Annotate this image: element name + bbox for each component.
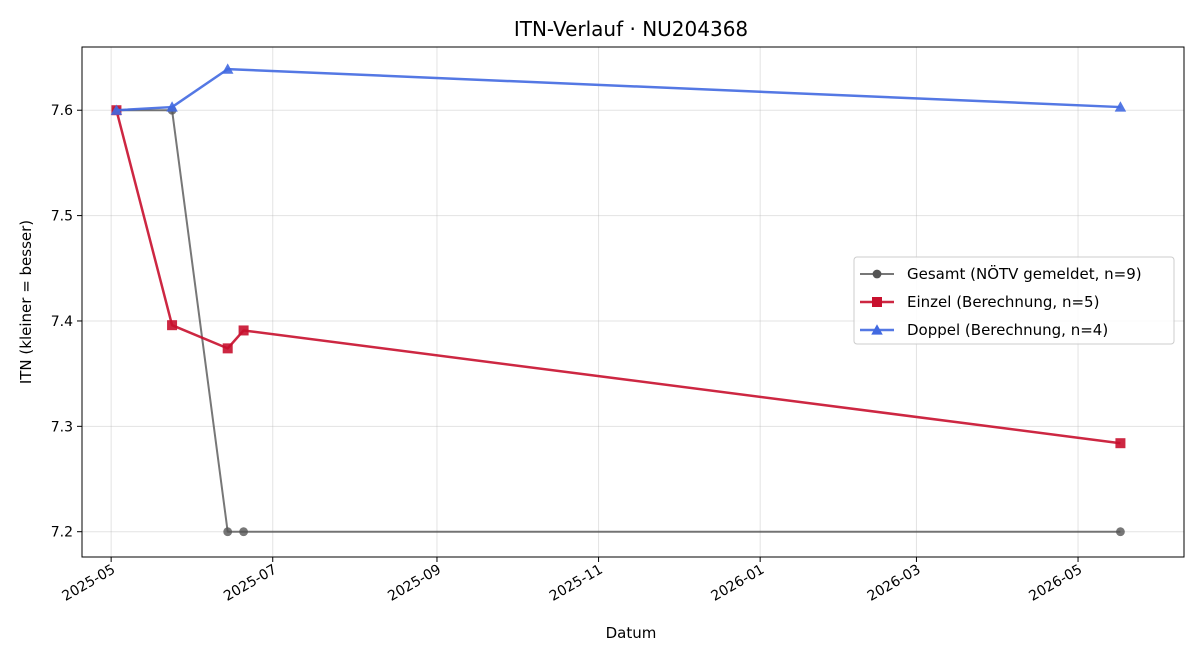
data-point [223, 527, 233, 537]
legend-label: Doppel (Berechnung, n=4) [907, 321, 1108, 339]
x-tick-label: 2025-09 [385, 562, 444, 605]
y-tick-label: 7.5 [51, 209, 73, 225]
data-point [238, 325, 249, 336]
plot-series [110, 63, 1127, 537]
y-axis-label: ITN (kleiner = besser) [17, 220, 35, 384]
x-axis-label: Datum [606, 624, 657, 642]
legend-box [853, 256, 1175, 345]
legend-label: Einzel (Berechnung, n=5) [907, 293, 1099, 311]
y-tick-label: 7.4 [51, 314, 73, 330]
y-tick-label: 7.2 [51, 525, 73, 541]
grid [82, 47, 1184, 557]
y-tick-label: 7.3 [51, 419, 73, 435]
legend-item: Einzel (Berechnung, n=5) [860, 293, 1099, 311]
data-point [221, 63, 234, 74]
x-tick-label: 2025-07 [221, 562, 280, 605]
legend-marker [872, 269, 882, 279]
x-tick-label: 2025-05 [59, 562, 118, 605]
x-tick-label: 2026-01 [708, 562, 767, 605]
x-tick-label: 2026-05 [1026, 562, 1085, 605]
data-point [222, 343, 233, 354]
x-tick-label: 2025-11 [547, 562, 606, 605]
data-point [239, 527, 248, 537]
data-point [1115, 438, 1126, 449]
chart-title: ITN-Verlauf · NU204368 [514, 17, 748, 41]
data-point [1114, 101, 1127, 112]
series-line [116, 67, 1121, 112]
legend-marker [871, 324, 883, 335]
legend-item: Doppel (Berechnung, n=4) [860, 321, 1108, 339]
axis-ticks: 7.2 7.3 7.4 7.5 7.6 2025-05 2025-07 2025-09 2025… [51, 103, 1085, 604]
legend-label: Gesamt (NÖTV gemeldet, n=9) [907, 264, 1142, 283]
data-point [167, 320, 178, 331]
x-tick-label: 2026-03 [865, 562, 924, 605]
plot-frame [81, 46, 1185, 558]
y-tick-label: 7.6 [51, 103, 73, 119]
series-3 [110, 63, 1127, 115]
legend: Gesamt (NÖTV gemeldet, n=9) Einzel (Berec… [853, 256, 1175, 345]
legend-marker [872, 297, 882, 307]
legend-item: Gesamt (NÖTV gemeldet, n=9) [860, 264, 1142, 283]
data-point [110, 104, 123, 115]
data-point [1116, 527, 1125, 537]
data-point [166, 101, 178, 112]
